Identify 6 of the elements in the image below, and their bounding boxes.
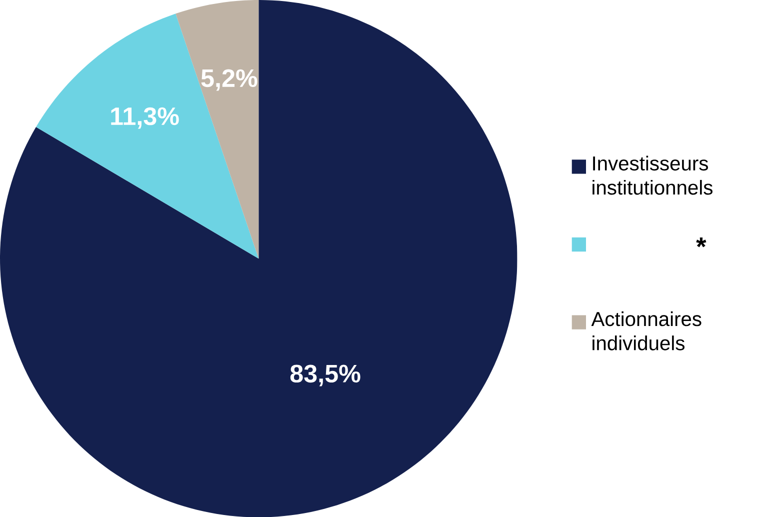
legend-label: Actionnaires individuels — [591, 311, 702, 350]
text: * — [696, 237, 706, 248]
legend-label: Investisseurs institutionnels — [592, 156, 712, 195]
data-label: 5,2% — [201, 69, 258, 91]
data-label: 83,5% — [290, 364, 360, 386]
data-label: 11,3% — [111, 107, 179, 129]
